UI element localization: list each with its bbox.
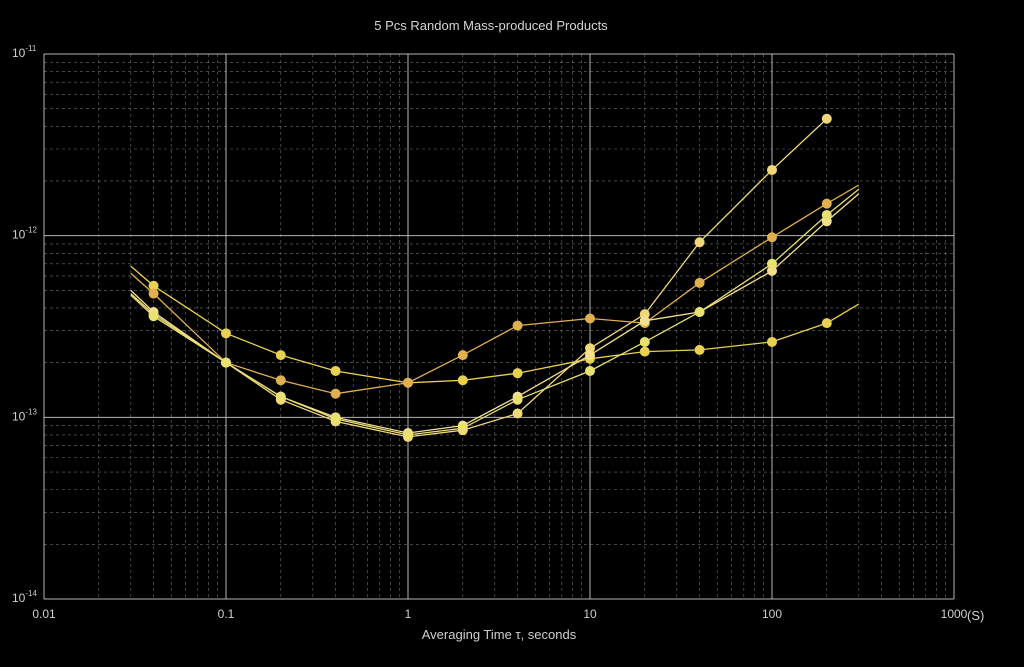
x-tick-label: 100 <box>762 607 782 621</box>
data-point <box>275 391 286 402</box>
data-point <box>275 350 286 361</box>
data-point <box>512 368 523 379</box>
data-point <box>330 365 341 376</box>
minor-gridlines <box>44 54 954 599</box>
x-axis-unit: (S) <box>967 608 984 623</box>
series-line <box>130 265 860 384</box>
data-point <box>221 328 231 339</box>
data-point <box>512 408 523 419</box>
data-point <box>330 413 341 424</box>
chart-title: 5 Pcs Random Mass-produced Products <box>374 18 608 33</box>
data-point <box>694 237 705 248</box>
x-tick-label: 10 <box>583 607 597 621</box>
data-point <box>457 350 468 361</box>
data-point <box>694 307 705 318</box>
data-point <box>512 394 523 405</box>
data-point <box>585 365 595 376</box>
data-point <box>512 320 523 331</box>
data-point <box>148 280 159 291</box>
data-point <box>821 318 832 329</box>
series-layer <box>130 113 860 442</box>
data-point <box>275 375 286 386</box>
y-tick-label: 10-14 <box>12 589 37 605</box>
data-point <box>148 288 159 299</box>
data-point <box>639 336 650 347</box>
y-tick-label: 10-12 <box>12 226 37 242</box>
x-tick-labels: 0.01 0.1 1 10 100 1000 <box>32 607 967 621</box>
data-point <box>221 357 231 368</box>
series-line <box>130 184 860 395</box>
x-axis-label: Averaging Time τ, seconds <box>422 627 577 642</box>
data-point <box>821 113 832 124</box>
data-point <box>585 350 595 361</box>
data-point <box>767 232 777 243</box>
data-point <box>821 209 832 220</box>
data-point <box>639 346 650 357</box>
data-point <box>457 375 468 386</box>
series-2 <box>130 265 860 388</box>
data-point <box>767 265 777 276</box>
data-point <box>639 315 650 326</box>
data-point <box>821 198 832 209</box>
data-point <box>585 343 595 354</box>
series-3 <box>130 184 860 399</box>
data-point <box>694 344 705 355</box>
data-point <box>403 429 413 440</box>
x-tick-label: 1 <box>405 607 412 621</box>
series-5 <box>130 188 860 440</box>
x-tick-label: 1000 <box>941 607 968 621</box>
data-point <box>767 336 777 347</box>
data-point <box>694 277 705 288</box>
y-tick-labels: 10-14 10-13 10-12 10-11 <box>12 44 37 605</box>
data-point <box>330 388 341 399</box>
data-point <box>767 258 777 269</box>
series-line <box>130 188 860 436</box>
data-point <box>767 164 777 175</box>
y-tick-label: 10-13 <box>12 407 37 423</box>
major-gridlines <box>43 53 955 600</box>
data-point <box>457 423 468 434</box>
data-point <box>148 311 159 322</box>
data-point <box>403 377 413 388</box>
data-point <box>585 313 595 324</box>
y-tick-label: 10-11 <box>12 44 37 60</box>
x-tick-label: 0.01 <box>32 607 56 621</box>
x-tick-label: 0.1 <box>218 607 235 621</box>
